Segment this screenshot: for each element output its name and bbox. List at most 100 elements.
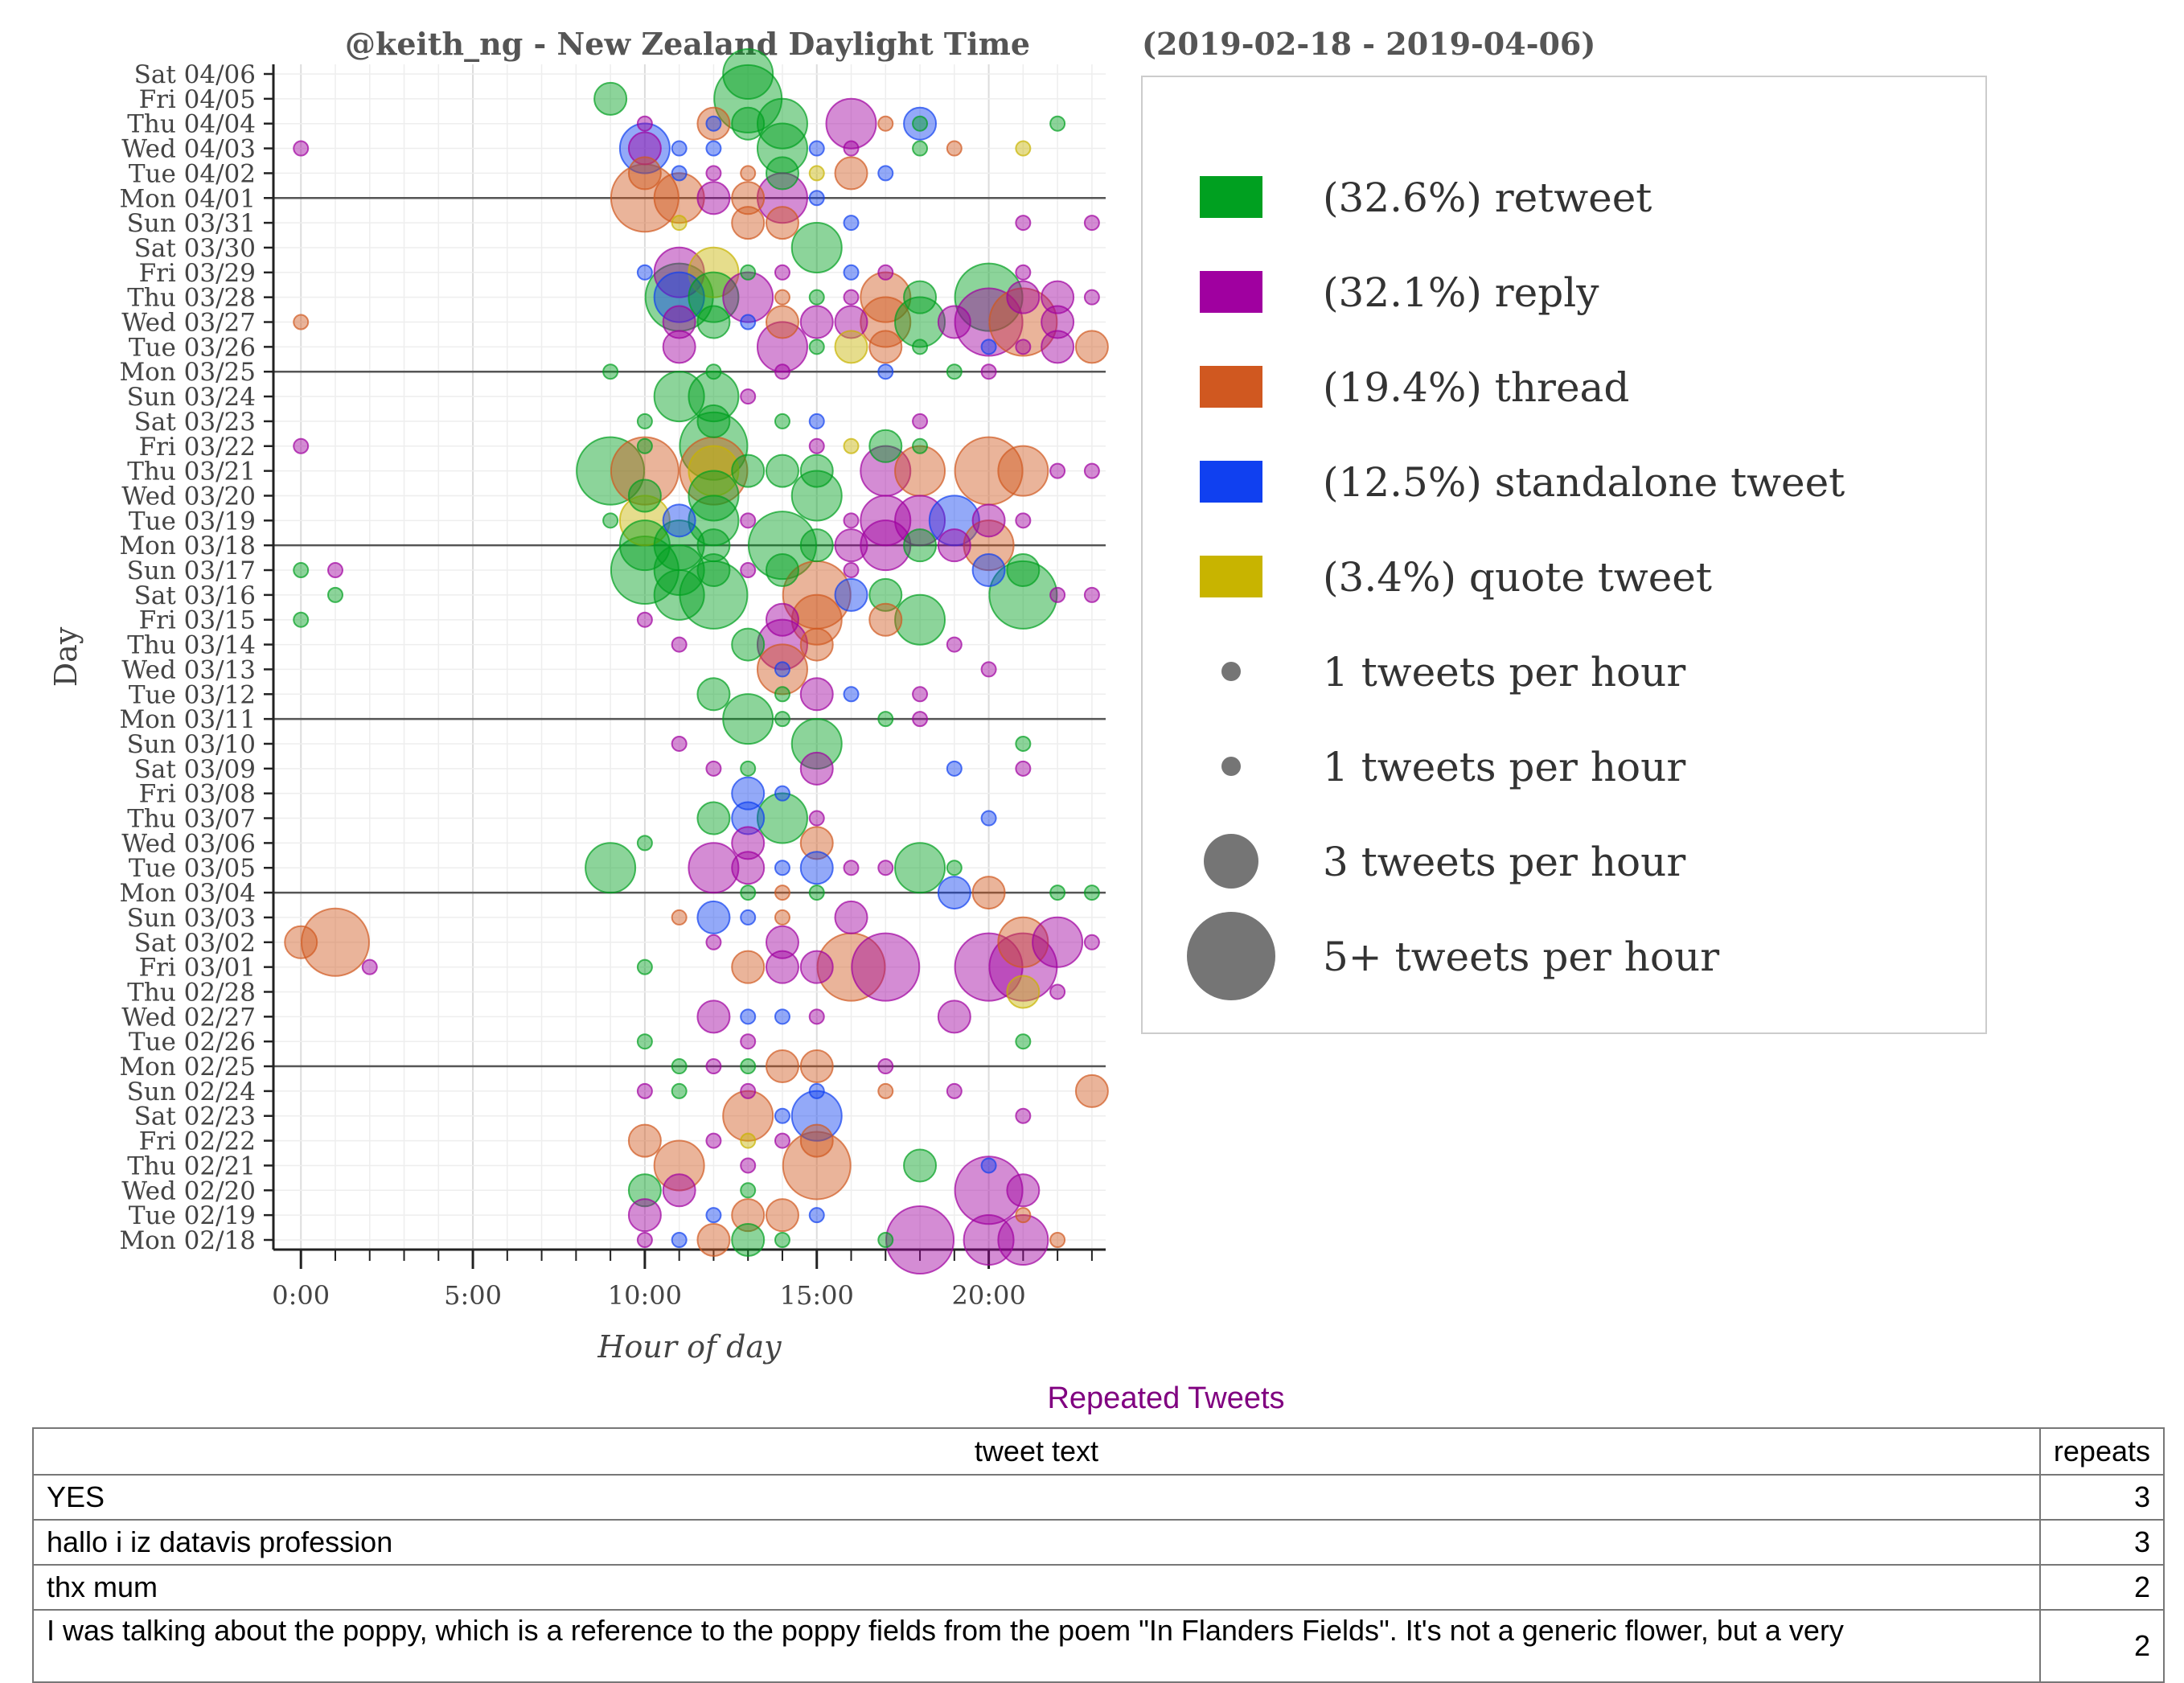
legend-label: (32.1%) reply [1323, 269, 1599, 316]
data-point [688, 371, 740, 423]
y-tick-label: Tue 03/19 [129, 507, 256, 536]
data-point [808, 885, 825, 901]
data-point [1049, 885, 1066, 901]
data-point [1006, 975, 1041, 1009]
data-point [756, 172, 808, 224]
legend-size-label: 5+ tweets per hour [1323, 934, 1719, 980]
data-point [843, 860, 860, 876]
data-point [946, 760, 963, 777]
data-point [765, 454, 799, 488]
data-point [877, 264, 894, 281]
column-header-repeats: repeats [2038, 1427, 2166, 1476]
y-tick-label: Tue 03/26 [129, 333, 256, 362]
data-point [877, 860, 894, 876]
data-point [980, 661, 997, 678]
y-tick-label: Mon 02/18 [119, 1226, 256, 1255]
data-point [636, 1232, 653, 1248]
data-point [946, 363, 963, 380]
y-tick-label: Tue 03/12 [129, 680, 256, 709]
data-point [1015, 1033, 1032, 1050]
data-point [954, 262, 1024, 332]
y-tick-label: Sat 02/23 [134, 1102, 256, 1131]
data-point [799, 1049, 834, 1084]
data-point [731, 851, 766, 885]
column-header-tweet-text: tweet text [32, 1427, 2041, 1476]
data-point [1041, 280, 1075, 314]
y-tick-label: Mon 03/25 [119, 358, 256, 387]
data-point [740, 1157, 757, 1174]
data-point [808, 413, 825, 429]
data-point [671, 1058, 688, 1075]
data-point [765, 925, 799, 959]
y-tick-label: Fri 03/29 [139, 259, 256, 288]
data-point [756, 643, 808, 696]
y-tick-label: Mon 03/11 [119, 705, 256, 734]
data-point [1049, 115, 1066, 132]
data-point [877, 711, 894, 728]
data-point [740, 388, 757, 405]
data-point [997, 445, 1049, 497]
data-point [1006, 280, 1041, 314]
y-tick-label: Tue 02/26 [129, 1028, 256, 1057]
data-point [808, 1008, 825, 1025]
data-point [653, 172, 705, 224]
data-point [843, 437, 860, 454]
data-point [903, 280, 938, 314]
y-tick-label: Mon 04/01 [119, 184, 256, 213]
repeated-tweets-table: tweet text repeats YES 3 hallo i iz data… [32, 1427, 2166, 1683]
data-point [774, 1232, 790, 1248]
legend-label: (3.4%) quote tweet [1323, 554, 1712, 601]
y-tick-label: Thu 02/21 [127, 1151, 256, 1180]
table-row: hallo i iz datavis profession 3 [32, 1519, 2166, 1566]
table-row: thx mum 2 [32, 1564, 2166, 1611]
data-point [799, 826, 834, 860]
data-point [636, 115, 653, 132]
data-point [808, 437, 825, 454]
data-point [774, 413, 790, 429]
data-point [705, 363, 722, 380]
data-point [903, 1148, 938, 1183]
data-point [782, 1131, 852, 1201]
data-point [627, 156, 662, 191]
data-point [834, 900, 868, 934]
data-point [731, 826, 766, 860]
data-point [740, 314, 757, 330]
data-point [912, 437, 929, 454]
data-point [980, 363, 997, 380]
data-point [765, 1198, 799, 1233]
data-point [774, 686, 790, 703]
data-point [894, 842, 946, 894]
data-point [696, 528, 731, 563]
table-caption: Repeated Tweets [1047, 1381, 1285, 1415]
data-point [731, 206, 766, 240]
data-point [740, 1132, 757, 1149]
legend-label: (32.6%) retweet [1323, 174, 1652, 221]
data-point [636, 835, 653, 852]
data-point [971, 553, 1006, 588]
y-tick-label: Sun 03/31 [127, 209, 256, 238]
data-point [765, 1049, 799, 1084]
data-point [731, 181, 766, 216]
chart-subtitle: (2019-02-18 - 2019-04-06) [1142, 26, 1595, 62]
data-point [636, 437, 653, 454]
x-axis-label: Hour of day [597, 1329, 782, 1365]
y-tick-label: Mon 03/18 [119, 532, 256, 560]
data-point [808, 1207, 825, 1224]
data-point [971, 503, 1006, 538]
data-point [731, 627, 766, 662]
data-point [868, 429, 903, 463]
y-tick-label: Sat 03/30 [134, 234, 256, 263]
data-point [731, 454, 766, 488]
data-point [1032, 916, 1084, 968]
data-point [696, 900, 731, 934]
data-point [636, 413, 653, 429]
data-point [843, 215, 860, 232]
data-point [705, 115, 722, 132]
data-point [662, 503, 696, 538]
y-tick-label: Fri 03/15 [139, 606, 256, 635]
data-point [293, 437, 310, 454]
data-point [671, 1232, 688, 1248]
data-point [774, 1107, 790, 1124]
data-point [1015, 140, 1032, 157]
tweet-text-cell: hallo i iz datavis profession [32, 1519, 2041, 1566]
